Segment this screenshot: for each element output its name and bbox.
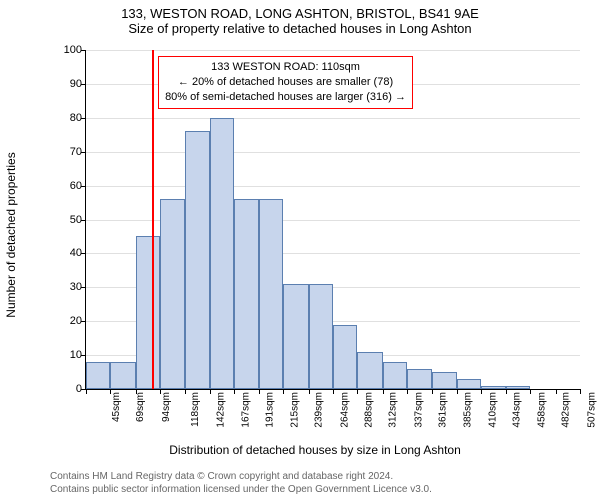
annotation-line: 80% of semi-detached houses are larger (… [165,90,406,105]
x-tick-label: 361sqm [439,392,449,428]
gridline [86,186,580,187]
x-tick [309,389,310,394]
x-tick-label: 482sqm [562,392,572,428]
x-tick [432,389,433,394]
x-tick-label: 337sqm [414,392,424,428]
y-tick-label: 50 [70,214,86,226]
x-tick-label: 45sqm [112,392,122,422]
gridline [86,50,580,51]
y-tick-label: 70 [70,146,86,158]
page-title: 133, WESTON ROAD, LONG ASHTON, BRISTOL, … [0,6,600,21]
y-tick-label: 80 [70,112,86,124]
x-tick [556,389,557,394]
histogram-bar [283,284,308,389]
x-tick [580,389,581,394]
marker-line [152,50,154,389]
x-tick-label: 69sqm [136,392,146,422]
x-tick [185,389,186,394]
x-tick [110,389,111,394]
x-tick [407,389,408,394]
x-tick-label: 507sqm [587,392,597,428]
footer-line-1: Contains HM Land Registry data © Crown c… [50,471,432,484]
x-tick-label: 288sqm [365,392,375,428]
histogram-bar [259,199,283,389]
histogram-bar [136,236,160,389]
x-tick-label: 385sqm [463,392,473,428]
y-tick-label: 60 [70,180,86,192]
histogram-bar [481,386,505,389]
histogram-bar [357,352,382,389]
x-tick-label: 191sqm [266,392,276,428]
x-tick [259,389,260,394]
gridline [86,118,580,119]
histogram-bar [160,199,184,389]
y-tick-label: 30 [70,281,86,293]
x-tick-label: 312sqm [389,392,399,428]
x-tick-label: 458sqm [537,392,547,428]
x-tick [506,389,507,394]
x-tick [457,389,458,394]
histogram-bar [309,284,333,389]
x-tick [160,389,161,394]
histogram-chart: 010203040506070809010045sqm69sqm94sqm118… [50,50,580,420]
x-tick [357,389,358,394]
histogram-bar [383,362,407,389]
x-tick [283,389,284,394]
x-tick [333,389,334,394]
annotation-line: 133 WESTON ROAD: 110sqm [165,60,406,75]
y-tick-label: 90 [70,78,86,90]
x-tick-label: 118sqm [191,392,201,427]
histogram-bar [457,379,481,389]
plot-area: 010203040506070809010045sqm69sqm94sqm118… [85,50,580,390]
x-tick-label: 434sqm [513,392,523,428]
histogram-bar [407,369,431,389]
x-tick-label: 264sqm [340,392,350,428]
histogram-bar [210,118,234,389]
x-tick [234,389,235,394]
footer-line-2: Contains public sector information licen… [50,484,432,497]
histogram-bar [86,362,110,389]
x-tick-label: 410sqm [489,392,499,428]
x-tick [136,389,137,394]
x-tick [383,389,384,394]
page-subtitle: Size of property relative to detached ho… [0,21,600,36]
histogram-bar [333,325,357,389]
y-tick-label: 0 [76,383,86,395]
histogram-bar [432,372,457,389]
x-tick [530,389,531,394]
y-tick-label: 40 [70,247,86,259]
x-tick [210,389,211,394]
x-tick-label: 215sqm [290,392,300,428]
attribution-footer: Contains HM Land Registry data © Crown c… [50,471,432,496]
y-tick-label: 100 [64,44,86,56]
histogram-bar [234,199,258,389]
x-tick-label: 239sqm [315,392,325,428]
x-tick-label: 94sqm [162,392,172,422]
gridline [86,152,580,153]
x-tick [481,389,482,394]
x-tick-label: 167sqm [242,392,252,428]
x-axis-label: Distribution of detached houses by size … [50,443,580,457]
histogram-bar [506,386,530,389]
y-tick-label: 10 [70,349,86,361]
annotation-box: 133 WESTON ROAD: 110sqm← 20% of detached… [158,56,413,109]
annotation-line: ← 20% of detached houses are smaller (78… [165,75,406,90]
x-tick-label: 142sqm [216,392,226,428]
x-tick [86,389,87,394]
histogram-bar [185,131,210,389]
y-tick-label: 20 [70,315,86,327]
y-axis-label: Number of detached properties [4,50,18,420]
histogram-bar [110,362,135,389]
